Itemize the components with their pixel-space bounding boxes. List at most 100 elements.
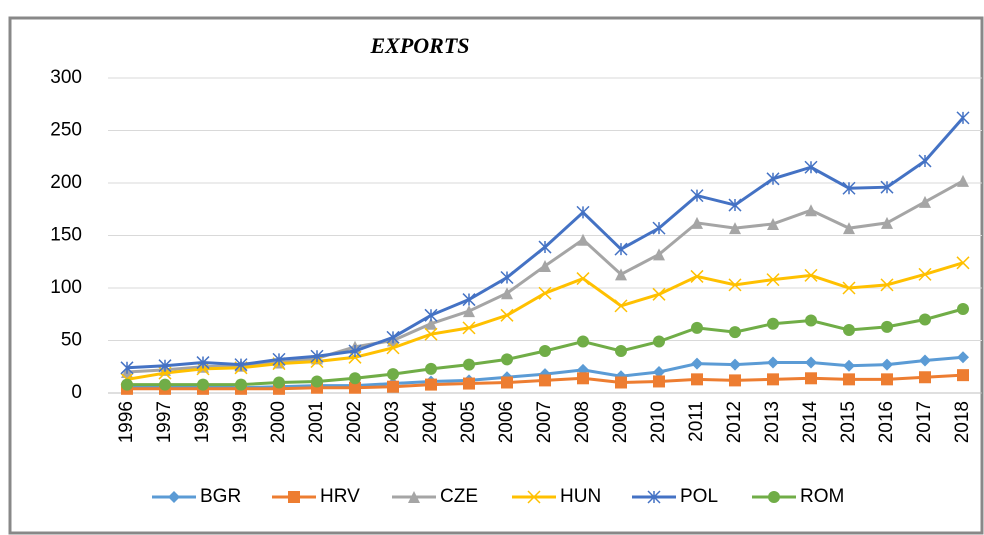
data-point (881, 320, 893, 333)
x-tick-label: 2016 (876, 401, 897, 443)
x-tick-label: 2000 (268, 401, 289, 443)
legend-marker (527, 490, 541, 504)
legend-marker (168, 491, 180, 503)
legend-marker (768, 491, 780, 503)
y-tick-label: 200 (50, 172, 82, 193)
data-point (387, 380, 399, 393)
x-tick-label: 2012 (724, 401, 745, 443)
data-point (463, 377, 475, 390)
data-point (576, 205, 590, 219)
data-point (919, 313, 931, 326)
x-tick-label: 2015 (838, 401, 859, 443)
x-tick-label: 1996 (116, 401, 137, 443)
x-tick-label: 1998 (192, 401, 213, 443)
x-tick-label: 2004 (420, 401, 441, 444)
data-point (386, 330, 400, 344)
data-point (690, 269, 704, 283)
data-point (728, 278, 742, 292)
x-tick-label: 2001 (306, 401, 327, 443)
legend-label: CZE (440, 486, 478, 507)
data-point (462, 321, 476, 335)
data-point (653, 248, 665, 261)
y-tick-label: 250 (50, 120, 82, 141)
data-point (272, 352, 286, 366)
x-tick-label: 2006 (496, 401, 517, 443)
data-point (956, 111, 970, 125)
data-point (653, 375, 665, 388)
data-point (881, 216, 893, 229)
x-tick-label: 2009 (610, 401, 631, 443)
data-point (501, 287, 513, 300)
data-point (843, 373, 855, 386)
legend-label: ROM (800, 486, 844, 507)
data-point (767, 317, 779, 330)
data-point (805, 372, 817, 385)
y-tick-label: 300 (50, 67, 82, 88)
data-point (691, 321, 703, 334)
data-point (615, 376, 627, 389)
data-point (538, 286, 552, 300)
data-point (539, 259, 551, 272)
data-point (653, 366, 665, 378)
data-point (235, 378, 247, 391)
data-point (273, 376, 285, 389)
x-tick-label: 2018 (952, 401, 973, 443)
data-point (234, 358, 248, 372)
legend-label: HUN (560, 486, 601, 507)
data-point (501, 376, 513, 389)
data-point (615, 345, 627, 357)
y-tick-label: 100 (50, 277, 82, 298)
data-point (729, 358, 741, 371)
legend-label: HRV (320, 486, 360, 507)
data-point (577, 372, 589, 385)
x-tick-label: 2010 (648, 401, 669, 443)
data-point (196, 362, 210, 376)
data-point (197, 378, 209, 391)
data-point (386, 341, 400, 355)
data-point (311, 375, 323, 388)
data-point (691, 357, 703, 370)
data-point (957, 303, 969, 315)
x-tick-label: 2003 (382, 401, 403, 443)
data-point (918, 154, 932, 168)
data-point (956, 256, 970, 270)
data-point (957, 369, 969, 382)
data-point (729, 222, 741, 235)
data-point (652, 287, 666, 301)
data-point (842, 281, 856, 295)
data-point (577, 335, 589, 348)
data-point (348, 344, 362, 358)
data-point (310, 349, 324, 363)
data-point (881, 358, 893, 371)
data-point (158, 359, 172, 373)
data-point (652, 221, 666, 235)
data-point (387, 368, 399, 381)
data-point (880, 180, 894, 194)
data-point (577, 233, 589, 246)
data-point (500, 308, 514, 322)
x-tick-label: 2013 (762, 401, 783, 443)
data-point (843, 222, 855, 235)
data-point (539, 374, 551, 387)
data-point (425, 317, 437, 330)
data-point (766, 273, 780, 287)
x-tick-label: 2005 (458, 401, 479, 443)
x-tick-label: 1997 (154, 401, 175, 443)
data-point (500, 270, 514, 285)
chart-frame (8, 16, 984, 535)
data-point (805, 356, 817, 369)
data-point (804, 160, 818, 174)
data-point (462, 293, 476, 307)
data-point (463, 358, 475, 371)
data-point (349, 381, 361, 394)
y-tick-label: 150 (50, 225, 82, 246)
data-point (804, 268, 818, 282)
x-tick-label: 2017 (914, 401, 935, 443)
data-point (121, 378, 133, 391)
data-point (576, 272, 590, 286)
data-point (880, 278, 894, 292)
data-point (919, 371, 931, 384)
legend-label: POL (680, 486, 718, 507)
data-point (614, 299, 628, 313)
legend-marker (647, 490, 661, 504)
